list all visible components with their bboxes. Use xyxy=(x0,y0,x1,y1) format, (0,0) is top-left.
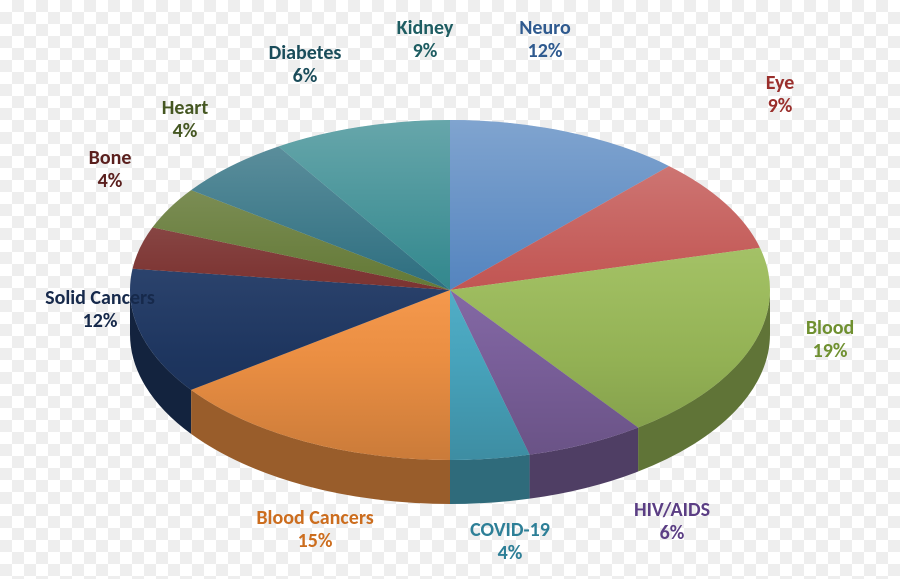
slice-label: Neuro12% xyxy=(519,17,571,63)
slice-label-name: Blood xyxy=(806,317,854,340)
slice-label-pct: 19% xyxy=(806,340,854,363)
slice-label-pct: 9% xyxy=(397,40,454,63)
slice-label-pct: 12% xyxy=(519,40,571,63)
slice-label-name: Kidney xyxy=(397,17,454,40)
slice-label-name: Neuro xyxy=(519,17,571,40)
pie-side xyxy=(450,455,530,504)
slice-label: Blood Cancers15% xyxy=(256,507,373,553)
slice-label-pct: 12% xyxy=(45,310,155,333)
slice-label: Bone4% xyxy=(89,147,132,193)
slice-label-pct: 9% xyxy=(766,95,795,118)
slice-label: Diabetes6% xyxy=(269,42,342,88)
slice-label-pct: 6% xyxy=(634,522,710,545)
slice-label-pct: 4% xyxy=(89,170,132,193)
slice-label-name: Diabetes xyxy=(269,42,342,65)
slice-label-pct: 6% xyxy=(269,65,342,88)
slice-label-pct: 15% xyxy=(256,530,373,553)
slice-label: Solid Cancers12% xyxy=(45,287,155,333)
slice-label-name: Bone xyxy=(89,147,132,170)
slice-label: Kidney9% xyxy=(397,17,454,63)
slice-label: HIV/AIDS6% xyxy=(634,499,710,545)
slice-label-name: HIV/AIDS xyxy=(634,499,710,522)
slice-label-name: Solid Cancers xyxy=(45,287,155,310)
pie-chart-3d: Neuro12%Eye9%Blood19%HIV/AIDS6%COVID-194… xyxy=(0,0,900,579)
slice-label-name: Blood Cancers xyxy=(256,507,373,530)
pie-top-highlight xyxy=(130,120,770,460)
slice-label: Heart4% xyxy=(162,97,209,143)
slice-label-name: Eye xyxy=(766,72,795,95)
slice-label: COVID-194% xyxy=(470,519,550,565)
slice-label-pct: 4% xyxy=(470,542,550,565)
slice-label: Eye9% xyxy=(766,72,795,118)
slice-label: Blood19% xyxy=(806,317,854,363)
slice-label-name: COVID-19 xyxy=(470,519,550,542)
slice-label-pct: 4% xyxy=(162,120,209,143)
slice-label-name: Heart xyxy=(162,97,209,120)
